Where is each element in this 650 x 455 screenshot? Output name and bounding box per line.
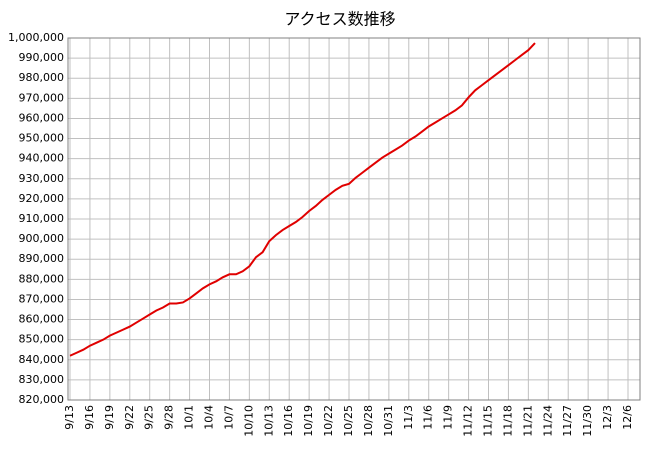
x-tick-label: 11/9 bbox=[442, 405, 455, 430]
y-tick-label: 880,000 bbox=[19, 272, 65, 285]
x-tick-label: 11/24 bbox=[541, 405, 554, 437]
x-tick-label: 11/15 bbox=[482, 405, 495, 437]
y-tick-label: 900,000 bbox=[19, 232, 65, 245]
x-tick-label: 10/10 bbox=[242, 405, 255, 437]
x-tick-label: 10/1 bbox=[183, 405, 196, 430]
y-tick-label: 840,000 bbox=[19, 353, 65, 366]
y-tick-label: 980,000 bbox=[19, 71, 65, 84]
x-tick-label: 11/12 bbox=[462, 405, 475, 437]
y-tick-label: 820,000 bbox=[19, 393, 65, 406]
chart-title: アクセス数推移 bbox=[284, 10, 395, 29]
y-tick-label: 940,000 bbox=[19, 152, 65, 165]
y-tick-label: 1,000,000 bbox=[8, 31, 64, 44]
series-line bbox=[69, 42, 536, 357]
x-tick-label: 10/7 bbox=[222, 405, 235, 430]
x-tick-label: 9/19 bbox=[103, 405, 116, 430]
x-tick-label: 9/22 bbox=[123, 405, 136, 430]
x-tick-label: 10/31 bbox=[382, 405, 395, 437]
x-tick-label: 10/16 bbox=[282, 405, 295, 437]
y-tick-label: 850,000 bbox=[19, 333, 65, 346]
plot-frame bbox=[67, 37, 641, 401]
x-tick-label: 10/13 bbox=[262, 405, 275, 437]
x-tick-label: 11/6 bbox=[422, 405, 435, 430]
y-tick-label: 890,000 bbox=[19, 252, 65, 265]
y-tick-label: 960,000 bbox=[19, 111, 65, 124]
y-tick-label: 970,000 bbox=[19, 91, 65, 104]
x-tick-label: 11/27 bbox=[561, 405, 574, 437]
x-tick-label: 9/28 bbox=[163, 405, 176, 430]
x-tick-label: 9/25 bbox=[143, 405, 156, 430]
x-tick-label: 11/18 bbox=[501, 405, 514, 437]
x-tick-label: 9/16 bbox=[83, 405, 96, 430]
x-tick-label: 11/30 bbox=[581, 405, 594, 437]
y-tick-label: 860,000 bbox=[19, 313, 65, 326]
y-tick-label: 910,000 bbox=[19, 212, 65, 225]
x-tick-label: 10/19 bbox=[302, 405, 315, 437]
x-tick-label: 11/21 bbox=[521, 405, 534, 437]
x-tick-label: 10/25 bbox=[342, 405, 355, 437]
x-tick-label: 9/13 bbox=[63, 405, 76, 430]
x-tick-label: 11/3 bbox=[402, 405, 415, 430]
y-tick-label: 870,000 bbox=[19, 292, 65, 305]
x-tick-label: 10/4 bbox=[203, 405, 216, 430]
y-tick-label: 990,000 bbox=[19, 51, 65, 64]
x-tick-label: 10/28 bbox=[362, 405, 375, 437]
y-tick-label: 950,000 bbox=[19, 132, 65, 145]
x-tick-label: 12/3 bbox=[601, 405, 614, 430]
y-tick-label: 830,000 bbox=[19, 373, 65, 386]
x-tick-label: 12/6 bbox=[621, 405, 634, 430]
x-tick-label: 10/22 bbox=[322, 405, 335, 437]
y-tick-label: 930,000 bbox=[19, 172, 65, 185]
y-tick-label: 920,000 bbox=[19, 192, 65, 205]
